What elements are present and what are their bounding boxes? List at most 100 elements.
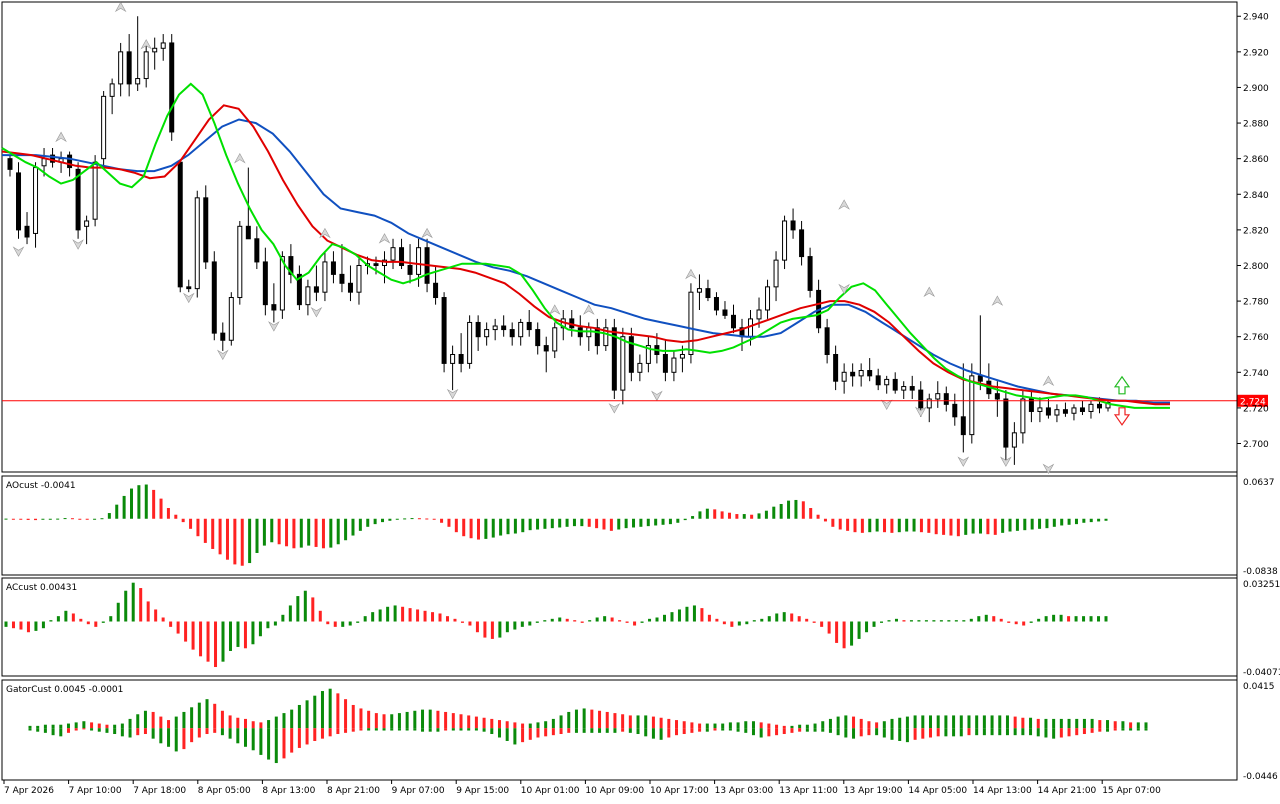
candle[interactable] [1020, 398, 1026, 434]
candle[interactable] [339, 273, 345, 284]
candle[interactable] [765, 286, 771, 311]
candle[interactable] [790, 220, 796, 231]
candle[interactable] [688, 291, 694, 355]
candle[interactable] [330, 261, 336, 275]
candle[interactable] [535, 329, 541, 347]
candle[interactable] [254, 238, 260, 263]
candle[interactable] [875, 375, 881, 386]
candle[interactable] [135, 78, 141, 85]
candle[interactable] [390, 247, 396, 261]
candle[interactable] [526, 321, 532, 331]
candle[interactable] [296, 273, 302, 306]
candle[interactable] [1028, 398, 1034, 412]
candle[interactable] [143, 51, 149, 80]
candle[interactable] [824, 327, 830, 355]
candle[interactable] [458, 354, 464, 364]
candle[interactable] [237, 225, 243, 299]
candle[interactable] [799, 229, 805, 258]
candle[interactable] [433, 282, 439, 299]
candle[interactable] [858, 370, 864, 377]
candle[interactable] [245, 225, 251, 240]
price-panel[interactable] [1, 1, 1237, 475]
candle[interactable] [203, 197, 209, 263]
candle[interactable] [313, 286, 319, 293]
candle[interactable] [943, 393, 949, 405]
candle[interactable] [611, 327, 617, 391]
candle[interactable] [926, 398, 932, 409]
candle[interactable] [1037, 407, 1043, 412]
candle[interactable] [262, 261, 268, 306]
candle[interactable] [194, 197, 200, 290]
candle[interactable] [773, 259, 779, 288]
candle[interactable] [909, 386, 915, 391]
candle[interactable] [901, 386, 907, 391]
candle[interactable] [782, 220, 788, 261]
candle[interactable] [24, 225, 30, 238]
candle[interactable] [322, 261, 328, 293]
candle[interactable] [705, 288, 711, 299]
candle[interactable] [969, 375, 975, 436]
candle[interactable] [1003, 398, 1009, 448]
candle[interactable] [1088, 403, 1094, 412]
candle[interactable] [884, 378, 890, 386]
candle[interactable] [645, 345, 651, 364]
candle[interactable] [620, 336, 626, 391]
candle[interactable] [628, 336, 634, 373]
candle[interactable] [518, 321, 524, 338]
candle[interactable] [994, 393, 1000, 400]
candle[interactable] [867, 370, 873, 377]
candle[interactable] [662, 354, 668, 373]
candle[interactable] [160, 42, 166, 49]
candle[interactable] [109, 83, 115, 97]
candle[interactable] [1062, 409, 1068, 414]
candle[interactable] [373, 263, 379, 266]
candle[interactable] [7, 158, 13, 170]
candle[interactable] [850, 371, 856, 377]
candle[interactable] [152, 47, 158, 53]
candle[interactable] [952, 403, 958, 418]
candle[interactable] [509, 329, 515, 338]
candle[interactable] [756, 309, 762, 320]
candle[interactable] [603, 327, 609, 347]
candle[interactable] [271, 304, 277, 311]
candle[interactable] [288, 256, 294, 275]
candle[interactable] [1079, 407, 1085, 412]
candle[interactable] [211, 261, 217, 334]
candle[interactable] [671, 357, 677, 373]
gator-panel[interactable]: GatorCust 0.0045 -0.0001 [6, 685, 1148, 764]
candle[interactable] [841, 371, 847, 382]
candle[interactable] [16, 172, 22, 231]
candle[interactable] [637, 362, 643, 373]
candle[interactable] [918, 389, 924, 409]
candle[interactable] [450, 354, 456, 364]
candle[interactable] [696, 288, 702, 293]
candle[interactable] [552, 327, 558, 352]
candle[interactable] [279, 256, 285, 311]
candle[interactable] [169, 42, 175, 133]
candle[interactable] [126, 51, 132, 85]
candle[interactable] [118, 51, 124, 85]
candle[interactable] [75, 168, 81, 231]
candle[interactable] [722, 309, 728, 316]
candle[interactable] [41, 158, 47, 167]
candle[interactable] [807, 256, 813, 291]
candle[interactable] [467, 321, 473, 364]
ac-panel[interactable]: ACcust 0.00431 [4, 582, 1108, 668]
candle[interactable] [92, 161, 98, 220]
candle[interactable] [960, 416, 966, 436]
candle[interactable] [543, 345, 549, 352]
candle[interactable] [730, 314, 736, 329]
candle[interactable] [713, 297, 719, 311]
candle[interactable] [177, 161, 183, 288]
candle[interactable] [186, 286, 192, 290]
candle[interactable] [484, 329, 490, 338]
candle[interactable] [101, 95, 107, 160]
candle[interactable] [1045, 407, 1051, 416]
candle[interactable] [228, 297, 234, 341]
candle[interactable] [679, 354, 685, 359]
candle[interactable] [748, 318, 754, 338]
candle[interactable] [84, 220, 90, 227]
candle[interactable] [1096, 403, 1102, 409]
